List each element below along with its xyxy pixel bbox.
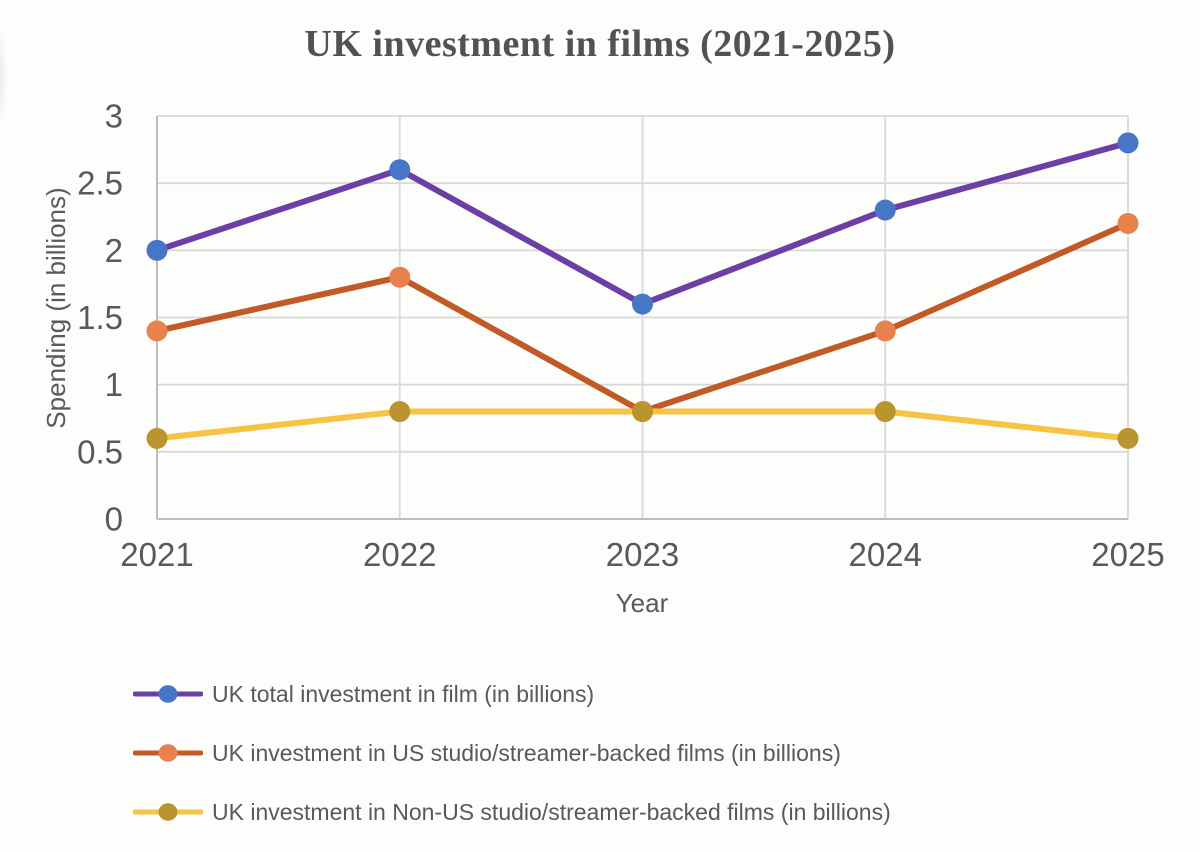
legend-line-marker-icon [133,685,203,703]
line-chart-plot: 0 0.5 1 1.5 2 2.5 3 2021 2022 2023 2024 2025 [77,98,1165,574]
legend-item: UK total investment in film (in billions… [133,679,891,709]
series-2-marker [1117,427,1139,449]
legend-item: UK investment in Non-US studio/streamer-… [133,797,891,827]
x-tick-label: 2022 [363,536,436,573]
series-2-marker [389,401,411,423]
y-tick-label: 2 [105,232,123,269]
y-axis-title: Spending (in billions) [41,187,71,429]
series-0-marker [389,159,411,181]
y-tick-label: 1.5 [77,299,123,336]
y-tick-label: 0 [105,501,123,538]
y-tick-label: 1 [105,366,123,403]
series-2-marker [632,401,653,423]
x-tick-label: 2025 [1091,536,1164,573]
series-0-marker [1117,132,1139,154]
legend-line-marker-icon [133,744,203,762]
chart-title: UK investment in films (2021-2025) [304,23,896,65]
y-tick-label: 0.5 [77,433,123,470]
x-tick-label: 2024 [849,536,922,573]
series-2-marker [146,427,168,449]
x-axis-title: Year [615,588,669,618]
series-0-marker [146,239,168,261]
y-tick-label: 3 [105,98,123,135]
legend-line-marker-icon [133,803,203,821]
legend-label: UK total investment in film (in billions… [212,680,595,707]
series-2-marker [874,401,896,423]
series-1-marker [146,320,168,342]
legend-item: UK investment in US studio/streamer-back… [133,738,891,768]
x-tick-label: 2023 [606,536,679,573]
screen-edge-artifact [0,22,8,132]
series-1-marker [1117,212,1139,234]
series-1-marker [389,266,411,288]
legend-label: UK investment in Non-US studio/streamer-… [212,798,891,825]
series-0-marker [874,199,896,221]
series-0-marker [632,293,653,315]
legend-label: UK investment in US studio/streamer-back… [212,739,841,766]
series-1-marker [874,320,896,342]
y-tick-label: 2.5 [77,165,123,202]
x-tick-label: 2021 [120,536,193,573]
legend: UK total investment in film (in billions… [133,679,891,854]
